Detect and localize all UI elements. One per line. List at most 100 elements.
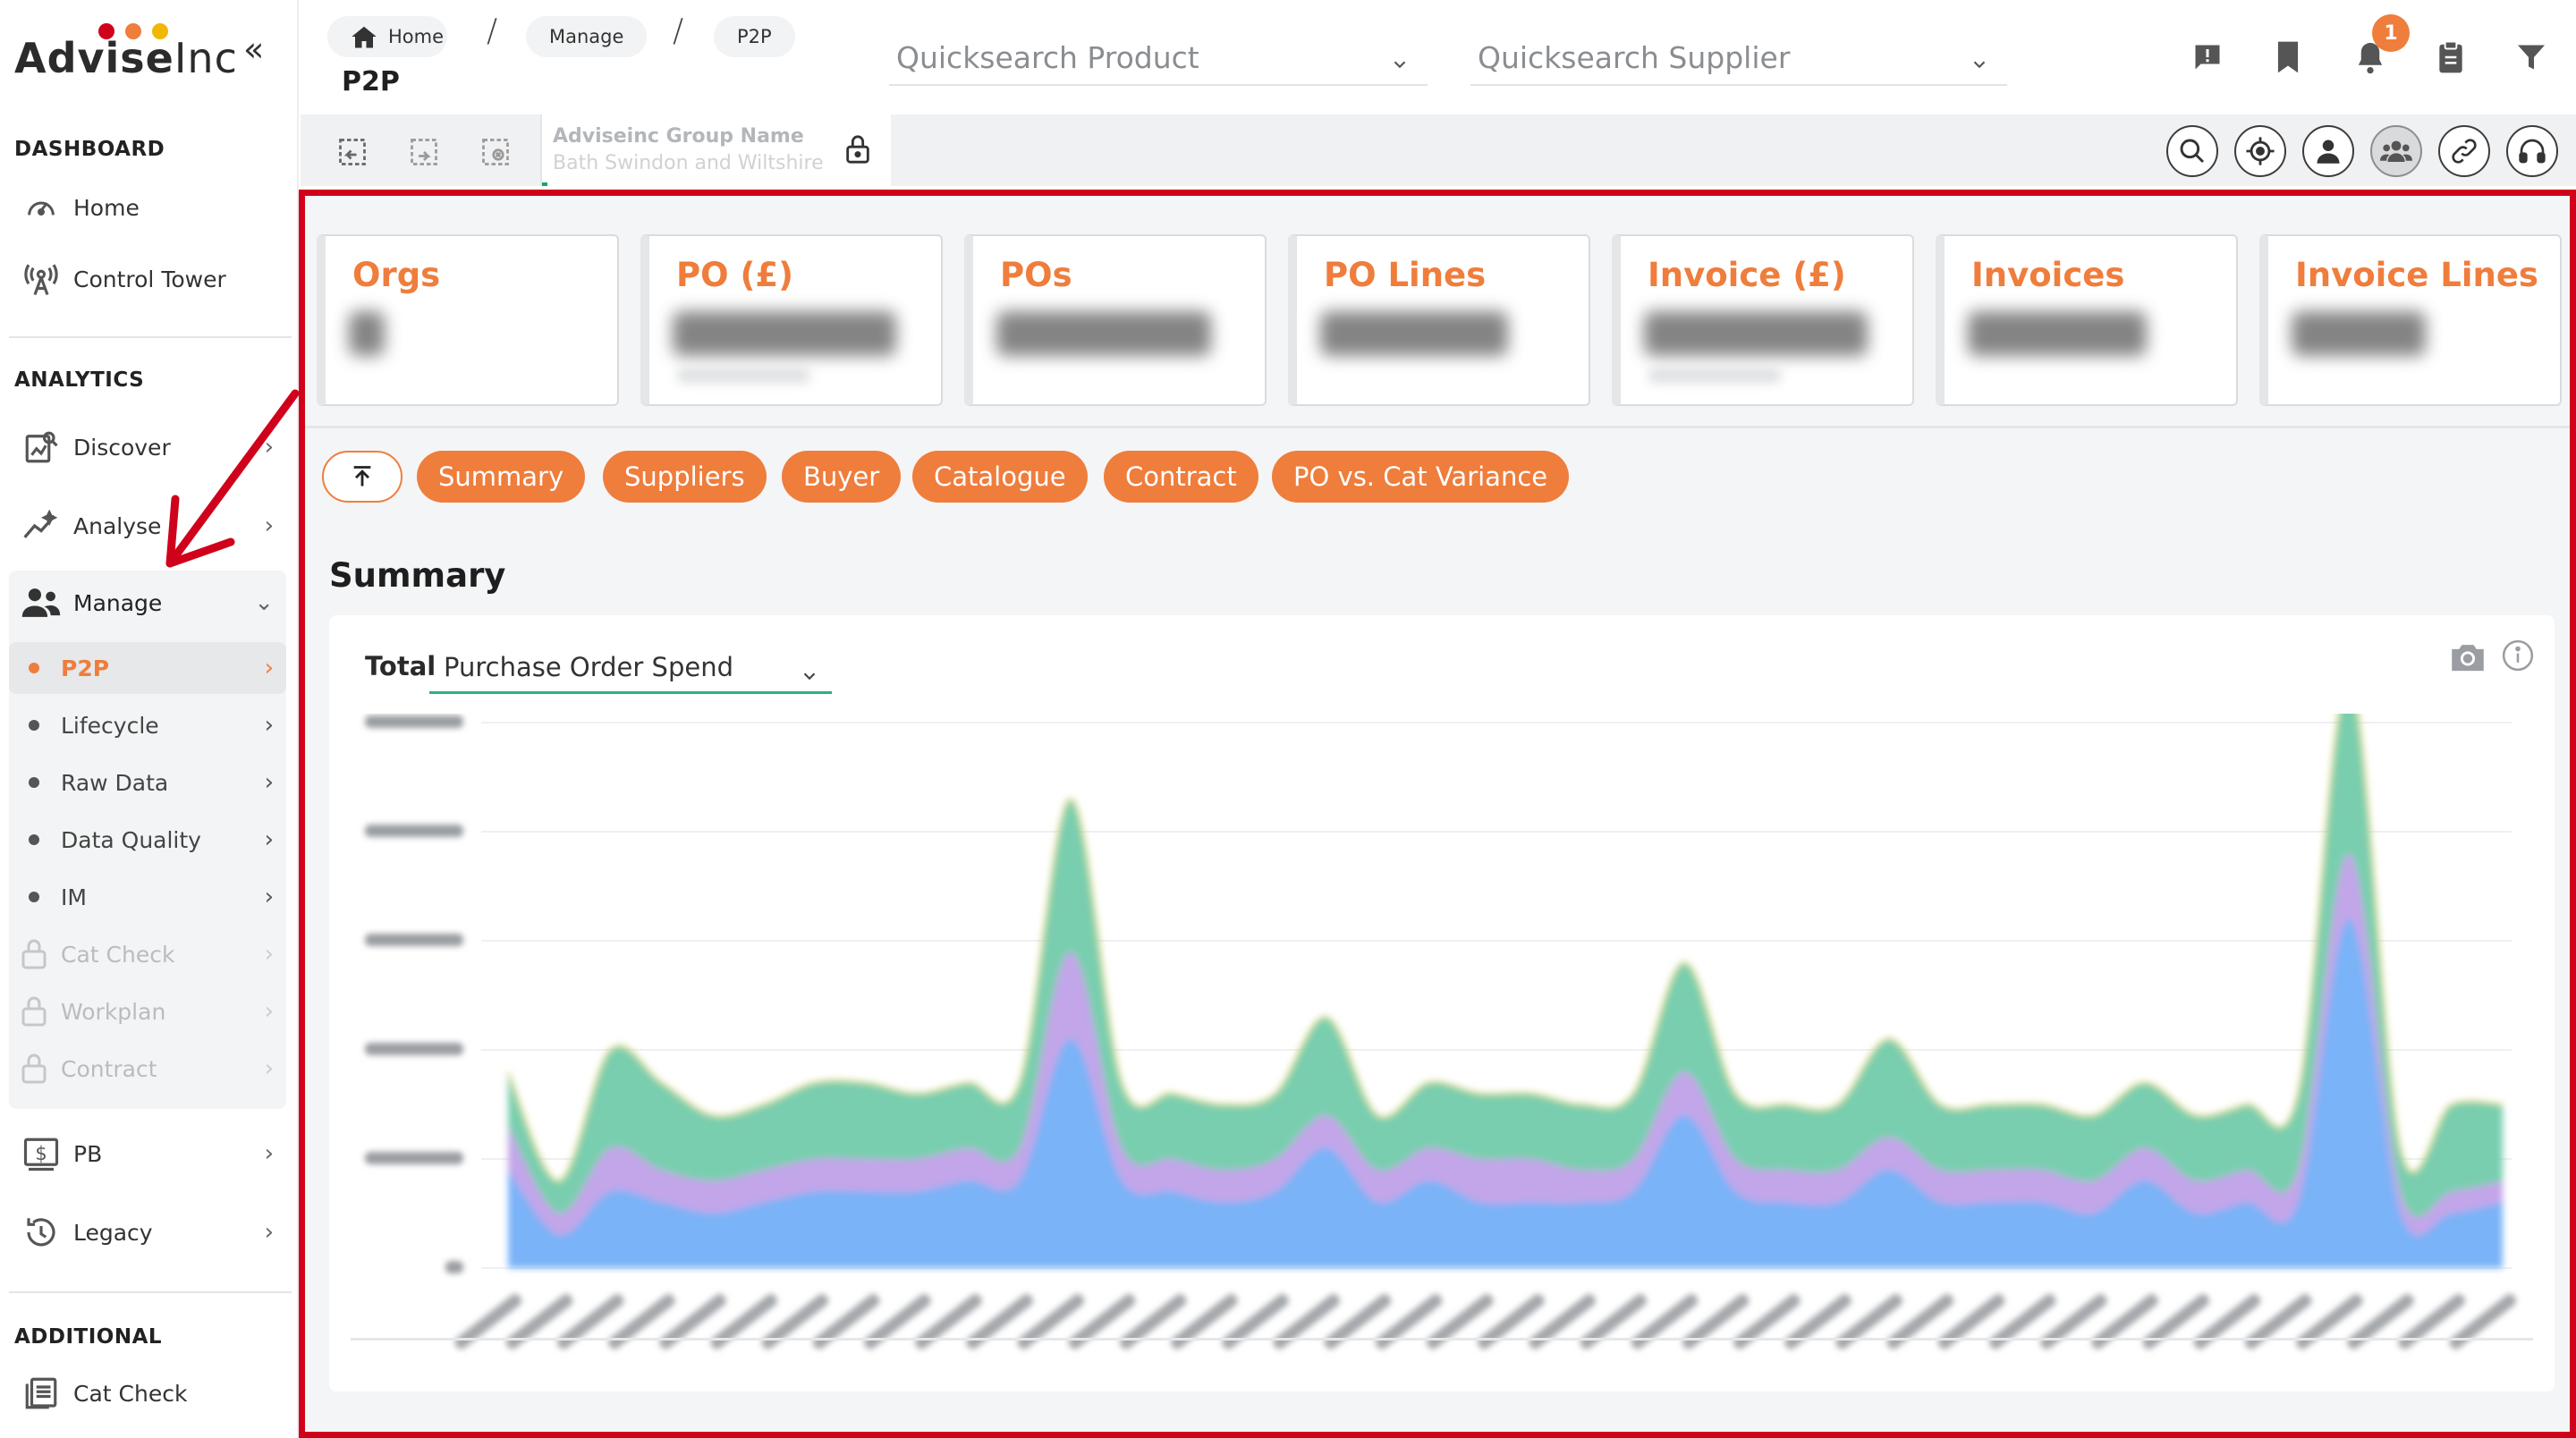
divider <box>301 426 2576 428</box>
x-tick-label <box>607 1294 675 1349</box>
divider <box>9 1291 292 1293</box>
sidebar-sub-contract: Contract › <box>9 1043 286 1095</box>
annotation-arrow-icon <box>165 389 300 568</box>
kpi-card-invoices[interactable]: Invoices <box>1936 234 2238 406</box>
sidebar-sub-p2p[interactable]: P2P › <box>9 642 286 694</box>
breadcrumb-p2p[interactable]: P2P <box>714 16 795 57</box>
x-tick-label <box>2347 1294 2414 1349</box>
speedometer-icon <box>9 190 73 225</box>
tab-suppliers[interactable]: Suppliers <box>603 451 767 503</box>
tab-buyer[interactable]: Buyer <box>782 451 902 503</box>
divider <box>9 336 292 338</box>
x-tick-label <box>966 1294 1033 1349</box>
scroll-top-button[interactable] <box>322 451 402 503</box>
x-tick-label <box>1988 1294 2056 1349</box>
sidebar-item-control-tower[interactable]: Control Tower <box>9 247 286 311</box>
x-tick-label <box>1784 1294 1852 1349</box>
sidebar-item-cat-check[interactable]: Cat Check <box>9 1361 286 1425</box>
clear-selection-icon[interactable] <box>478 134 513 170</box>
sidebar-sub-cat-check: Cat Check › <box>9 928 286 980</box>
camera-icon[interactable] <box>2449 640 2487 676</box>
breadcrumb-home[interactable]: Home <box>327 16 447 57</box>
bookmark-icon[interactable] <box>2268 38 2308 77</box>
x-tick-label <box>1017 1294 1085 1349</box>
x-tick-label <box>1119 1294 1187 1349</box>
notification-badge: 1 <box>2372 14 2410 52</box>
tab-contract[interactable]: Contract <box>1104 451 1258 503</box>
section-dashboard: DASHBOARD <box>14 138 165 161</box>
area-series-1 <box>508 853 2503 1268</box>
kpi-row: Orgs PO (£) POs PO Lines Invoice (£) Inv… <box>317 234 2562 406</box>
users-icon <box>9 585 73 621</box>
bell-icon[interactable] <box>2351 38 2390 77</box>
sidebar-sub-workplan: Workplan › <box>9 985 286 1037</box>
sidebar-sub-lifecycle[interactable]: Lifecycle › <box>9 699 286 751</box>
headset-icon[interactable] <box>2506 125 2558 177</box>
kpi-card-po-value[interactable]: PO (£) <box>640 234 943 406</box>
filter-icon[interactable] <box>2512 38 2551 77</box>
x-tick-label <box>2398 1294 2465 1349</box>
kpi-card-invoice-lines[interactable]: Invoice Lines <box>2259 234 2562 406</box>
sidebar: AdviseInc « DASHBOARD Home Control Tower… <box>0 0 299 1438</box>
sidebar-item-legacy[interactable]: Legacy › <box>9 1200 286 1265</box>
collapse-sidebar-button[interactable]: « <box>243 30 265 69</box>
broadcast-tower-icon <box>9 260 73 298</box>
y-tick-label <box>445 1261 463 1273</box>
x-tick-label <box>454 1294 522 1349</box>
section-additional: ADDITIONAL <box>14 1325 163 1349</box>
undo-selection-icon[interactable] <box>335 134 370 170</box>
x-tick-label <box>2142 1294 2210 1349</box>
topbar: Home / Manage / P2P P2P Quicksearch Prod… <box>301 0 2576 114</box>
sidebar-sub-raw-data[interactable]: Raw Data › <box>9 757 286 808</box>
measure-select[interactable]: Purchase Order Spend <box>429 642 832 694</box>
section-analytics: ANALYTICS <box>14 368 145 392</box>
lock-icon[interactable] <box>844 134 871 168</box>
group-selector[interactable]: Adviseinc Group Name Bath Swindon and Wi… <box>540 114 891 186</box>
lock-icon <box>20 995 48 1028</box>
x-tick-label <box>2449 1294 2517 1349</box>
search-icon[interactable] <box>2166 125 2218 177</box>
info-icon[interactable] <box>2501 639 2535 676</box>
tab-summary[interactable]: Summary <box>417 451 586 503</box>
sidebar-item-pb[interactable]: $ PB › <box>9 1121 286 1186</box>
tab-catalogue[interactable]: Catalogue <box>912 451 1088 503</box>
group-users-icon[interactable] <box>2370 125 2422 177</box>
kpi-card-invoice-value[interactable]: Invoice (£) <box>1612 234 1914 406</box>
feedback-icon[interactable] <box>2188 38 2227 77</box>
adviseinc-logo[interactable]: AdviseInc <box>14 20 274 91</box>
redo-selection-icon[interactable] <box>406 134 442 170</box>
list-doc-icon <box>9 1375 73 1412</box>
link-icon[interactable] <box>2438 125 2490 177</box>
user-icon[interactable] <box>2302 125 2354 177</box>
x-tick-label <box>2193 1294 2261 1349</box>
x-tick-label <box>1170 1294 1238 1349</box>
quicksearch-supplier-select[interactable]: Quicksearch Supplier <box>1470 30 2007 86</box>
kpi-card-orgs[interactable]: Orgs <box>317 234 619 406</box>
x-tick-label <box>1631 1294 1699 1349</box>
chevron-down-icon <box>800 662 819 692</box>
x-tick-label <box>812 1294 880 1349</box>
y-tick-label <box>365 1043 463 1055</box>
x-tick-label <box>2244 1294 2312 1349</box>
x-tick-label <box>505 1294 573 1349</box>
sidebar-item-analyse[interactable]: Analyse › <box>9 494 286 558</box>
x-tick-label <box>1222 1294 1289 1349</box>
breadcrumb-manage[interactable]: Manage <box>526 16 648 57</box>
total-label: Total <box>365 651 436 681</box>
quicksearch-product-select[interactable]: Quicksearch Product <box>889 30 1428 86</box>
sidebar-item-discover[interactable]: Discover › <box>9 415 286 479</box>
kpi-card-po-lines[interactable]: PO Lines <box>1288 234 1590 406</box>
kpi-card-pos[interactable]: POs <box>964 234 1267 406</box>
sidebar-sub-im[interactable]: IM › <box>9 871 286 923</box>
sidebar-sub-data-quality[interactable]: Data Quality › <box>9 814 286 866</box>
clipboard-icon[interactable] <box>2431 38 2470 77</box>
sidebar-item-home[interactable]: Home <box>9 175 286 240</box>
tab-po-vs-cat-variance[interactable]: PO vs. Cat Variance <box>1272 451 1570 503</box>
x-tick-label <box>761 1294 829 1349</box>
x-tick-label <box>1937 1294 2005 1349</box>
discover-icon <box>9 428 73 466</box>
crosshair-icon[interactable] <box>2234 125 2286 177</box>
summary-chart-card: Total Purchase Order Spend <box>329 615 2555 1391</box>
home-icon <box>351 24 377 49</box>
sidebar-item-manage[interactable]: Manage ⌄ <box>9 571 286 635</box>
